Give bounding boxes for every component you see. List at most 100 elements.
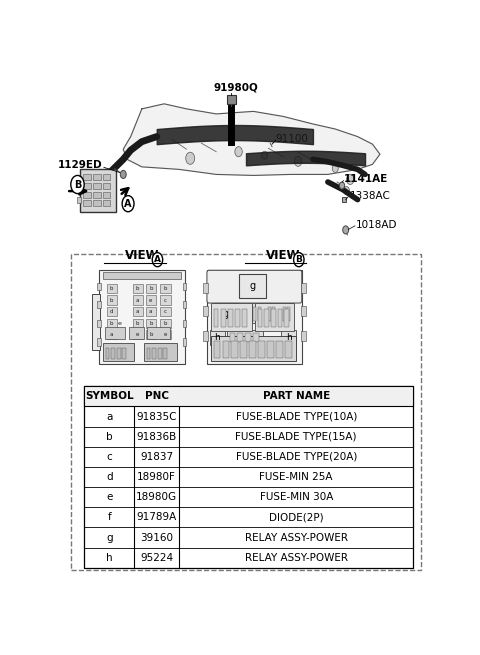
- Text: 18980F: 18980F: [137, 472, 176, 482]
- Bar: [97, 283, 101, 290]
- Bar: [264, 309, 269, 327]
- Bar: [77, 186, 81, 192]
- Bar: [84, 174, 91, 181]
- Bar: [77, 176, 81, 182]
- Circle shape: [262, 151, 267, 159]
- Text: b: b: [110, 321, 113, 326]
- Bar: [103, 272, 181, 279]
- Bar: [71, 253, 421, 571]
- Bar: [183, 320, 186, 328]
- Text: b: b: [149, 286, 153, 291]
- Text: b: b: [136, 321, 140, 326]
- Text: h: h: [106, 553, 113, 563]
- Bar: [210, 329, 225, 345]
- Text: 39160: 39160: [140, 533, 173, 542]
- Bar: [228, 309, 233, 327]
- Bar: [93, 200, 100, 206]
- Text: g: g: [250, 281, 255, 291]
- Text: a: a: [136, 297, 140, 303]
- Bar: [253, 333, 259, 343]
- Bar: [249, 341, 256, 358]
- Bar: [145, 330, 156, 339]
- Text: h: h: [286, 333, 292, 342]
- Bar: [144, 343, 177, 361]
- Circle shape: [120, 170, 126, 178]
- Bar: [227, 95, 236, 104]
- Bar: [252, 303, 264, 323]
- Text: RELAY ASSY-POWER: RELAY ASSY-POWER: [245, 533, 348, 542]
- Bar: [77, 197, 81, 203]
- Bar: [97, 339, 101, 346]
- Bar: [97, 301, 101, 308]
- Text: FUSE-BLADE TYPE(10A): FUSE-BLADE TYPE(10A): [236, 411, 357, 422]
- Bar: [183, 283, 186, 290]
- Circle shape: [294, 253, 304, 267]
- Circle shape: [71, 176, 84, 194]
- Bar: [106, 348, 109, 358]
- Text: b: b: [110, 297, 113, 303]
- Bar: [132, 307, 143, 316]
- Text: 95224: 95224: [140, 553, 173, 563]
- Text: A: A: [154, 255, 161, 264]
- Bar: [221, 309, 226, 327]
- Circle shape: [339, 182, 345, 189]
- Text: b: b: [149, 321, 153, 326]
- Bar: [93, 183, 100, 189]
- Bar: [107, 295, 117, 305]
- Bar: [93, 191, 100, 198]
- Bar: [285, 341, 292, 358]
- Bar: [239, 274, 266, 298]
- Bar: [103, 200, 110, 206]
- Text: a: a: [106, 411, 112, 422]
- Bar: [163, 348, 167, 358]
- Bar: [145, 295, 156, 305]
- Bar: [84, 200, 91, 206]
- Bar: [158, 348, 162, 358]
- Bar: [281, 303, 293, 323]
- Bar: [203, 305, 208, 316]
- Bar: [258, 341, 265, 358]
- Text: a: a: [149, 309, 153, 314]
- Bar: [107, 284, 117, 293]
- Bar: [147, 327, 170, 339]
- Bar: [301, 305, 306, 316]
- Bar: [240, 341, 247, 358]
- Circle shape: [235, 147, 242, 157]
- Text: 91100: 91100: [276, 134, 309, 144]
- Text: FUSE-MIN 30A: FUSE-MIN 30A: [260, 492, 333, 502]
- Bar: [84, 183, 91, 189]
- Bar: [245, 333, 251, 343]
- Bar: [160, 330, 171, 339]
- Text: f: f: [108, 512, 111, 523]
- Text: 1129ED: 1129ED: [58, 160, 103, 170]
- Bar: [84, 191, 91, 198]
- Circle shape: [332, 164, 338, 172]
- Bar: [160, 284, 171, 293]
- Bar: [281, 329, 296, 345]
- Text: SYMBOL: SYMBOL: [85, 391, 133, 402]
- Bar: [81, 170, 116, 212]
- Text: 91789A: 91789A: [137, 512, 177, 523]
- Bar: [238, 333, 243, 343]
- Text: b: b: [164, 321, 168, 326]
- Bar: [228, 329, 263, 345]
- Bar: [267, 341, 274, 358]
- Bar: [145, 284, 156, 293]
- Bar: [271, 309, 276, 327]
- Bar: [235, 309, 240, 327]
- Text: h: h: [215, 333, 220, 342]
- Text: e: e: [149, 297, 153, 303]
- Bar: [105, 327, 125, 339]
- Text: PNC: PNC: [145, 391, 169, 402]
- Text: A: A: [124, 198, 132, 209]
- Bar: [103, 183, 110, 189]
- Text: b: b: [106, 432, 113, 441]
- Bar: [160, 319, 171, 328]
- Text: PART NAME: PART NAME: [263, 391, 330, 402]
- Text: g: g: [222, 309, 228, 320]
- Bar: [152, 348, 156, 358]
- Bar: [160, 307, 171, 316]
- Bar: [132, 330, 143, 339]
- Bar: [145, 319, 156, 328]
- Text: FUSE-BLADE TYPE(20A): FUSE-BLADE TYPE(20A): [236, 452, 357, 462]
